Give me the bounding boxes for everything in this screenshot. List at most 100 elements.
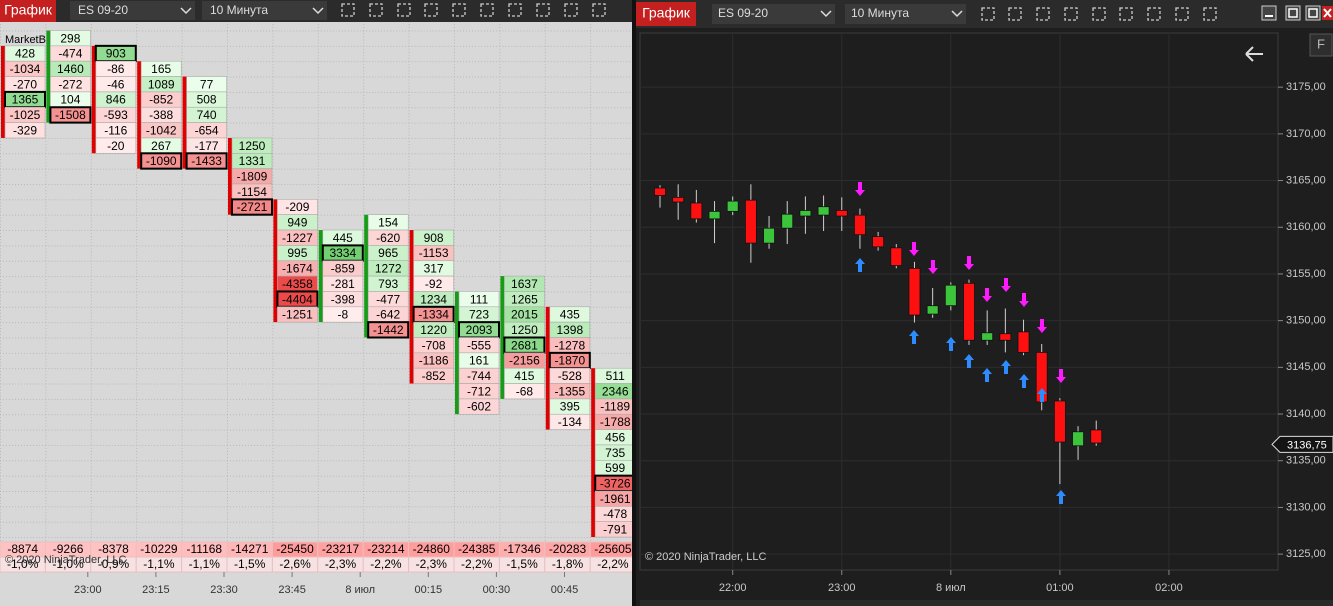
cell-value: 2015 — [511, 308, 538, 322]
y-tick-label: 3165,00 — [1286, 174, 1326, 186]
toolbar-icons[interactable] — [341, 3, 606, 17]
buy-signal — [1001, 360, 1011, 374]
restore-button[interactable] — [1305, 5, 1321, 21]
left-axis — [0, 572, 632, 606]
icon — [592, 3, 606, 17]
scrollbar[interactable] — [640, 600, 1333, 606]
cell-value: -1186 — [419, 354, 449, 368]
candle-chart: 3125,00 3130,00 3135,00 3140,00 3145,00 3150,… — [640, 33, 1333, 594]
period-select[interactable] — [202, 1, 327, 20]
candle-body — [890, 247, 903, 266]
sell-signal — [1019, 293, 1029, 307]
instrument-select[interactable] — [712, 4, 835, 24]
candle-body — [872, 236, 885, 248]
period: 10 Минута — [851, 6, 909, 20]
delta-value: -8874 — [7, 542, 38, 556]
cell-value: -86 — [107, 62, 125, 76]
cell-value: 428 — [15, 47, 35, 61]
sell-signal — [1001, 278, 1011, 292]
candle-body — [981, 332, 994, 341]
sell-signal — [982, 288, 992, 302]
delta-pct: -2,2% — [461, 557, 493, 571]
back-arrow[interactable] — [1245, 46, 1263, 62]
cell-value: 1250 — [239, 139, 266, 153]
cell-value: -177 — [195, 139, 219, 153]
x-tick-label: 00:30 — [483, 584, 511, 596]
panel-button[interactable] — [1309, 33, 1333, 57]
candle-body — [944, 284, 957, 307]
delta-value: -11168 — [187, 542, 223, 556]
poc-cell — [367, 321, 410, 339]
icon — [1064, 7, 1078, 21]
icon — [981, 7, 995, 21]
cell-value: -1674 — [282, 262, 313, 276]
splitter[interactable] — [632, 0, 636, 606]
delta-pct: -1,1% — [189, 557, 221, 571]
icon — [508, 3, 522, 17]
instrument-select[interactable] — [70, 1, 195, 20]
cell-value: 267 — [151, 139, 171, 153]
candle-body — [854, 214, 866, 236]
period-select[interactable] — [845, 4, 966, 24]
buy-signal — [909, 330, 919, 344]
delta-value: -24385 — [458, 542, 496, 556]
buy-signal — [1037, 388, 1047, 402]
cell-value: 415 — [514, 369, 534, 383]
cell-value: 965 — [378, 246, 398, 260]
candle-body — [835, 210, 848, 217]
icon — [1323, 8, 1332, 18]
y-tick-label: 3160,00 — [1286, 221, 1326, 233]
sell-signal — [928, 260, 938, 274]
cell-value: -3726 — [600, 476, 631, 490]
cell-value: -1788 — [600, 415, 631, 429]
x-tick-label: 23:45 — [278, 584, 306, 596]
minimize-button[interactable] — [1261, 5, 1277, 21]
cell-value: 161 — [469, 354, 489, 368]
delta-strip — [137, 61, 142, 169]
y-tick-label: 3125,00 — [1286, 548, 1326, 560]
cell-value: 1272 — [375, 262, 402, 276]
cell-value: -92 — [425, 277, 443, 291]
sell-signal — [964, 256, 974, 270]
cell-value: -1034 — [10, 62, 41, 76]
cell-value: 2346 — [602, 384, 629, 398]
delta-strip — [318, 230, 323, 323]
cell-value: -2156 — [509, 354, 540, 368]
toolbar-icons[interactable] — [981, 7, 1217, 21]
cell-value: -1442 — [373, 323, 404, 337]
volume-cell — [458, 398, 500, 415]
tab-label: График — [4, 2, 53, 18]
candle-body — [908, 267, 921, 316]
cell-value: -1189 — [600, 400, 630, 414]
delta-strip — [91, 45, 96, 154]
tab[interactable] — [636, 2, 696, 26]
delta-strip — [591, 368, 596, 538]
candle-body — [744, 199, 757, 244]
dropdown-arrow — [180, 7, 192, 15]
dropdown-arrow — [951, 10, 963, 18]
cell-value: 456 — [605, 430, 625, 444]
candle-body — [672, 196, 685, 203]
cell-value: -859 — [331, 262, 355, 276]
x-tick-label: 8 июл — [345, 584, 375, 596]
x-tick-label: 23:15 — [142, 584, 170, 596]
candle-body — [1017, 331, 1030, 353]
icon — [1036, 7, 1050, 21]
buy-signal — [946, 337, 956, 351]
delta-strip — [46, 30, 51, 123]
sell-signal — [1056, 369, 1066, 383]
maximize-button[interactable] — [1285, 5, 1301, 21]
watermark: © 2020 NinjaTrader, LLC — [645, 551, 766, 563]
delta-value: -20283 — [549, 542, 587, 556]
cell-value: -708 — [422, 338, 446, 352]
cell-value: -388 — [149, 108, 173, 122]
buy-signal — [1019, 374, 1029, 388]
x-tick-label: 23:30 — [210, 584, 238, 596]
candle-body — [708, 210, 721, 220]
tab[interactable] — [0, 0, 56, 22]
candle-body — [926, 305, 939, 315]
cell-value: 165 — [151, 62, 171, 76]
cell-value: 298 — [60, 31, 80, 45]
cell-value: 1265 — [511, 292, 538, 306]
cell-value: 2681 — [511, 338, 538, 352]
